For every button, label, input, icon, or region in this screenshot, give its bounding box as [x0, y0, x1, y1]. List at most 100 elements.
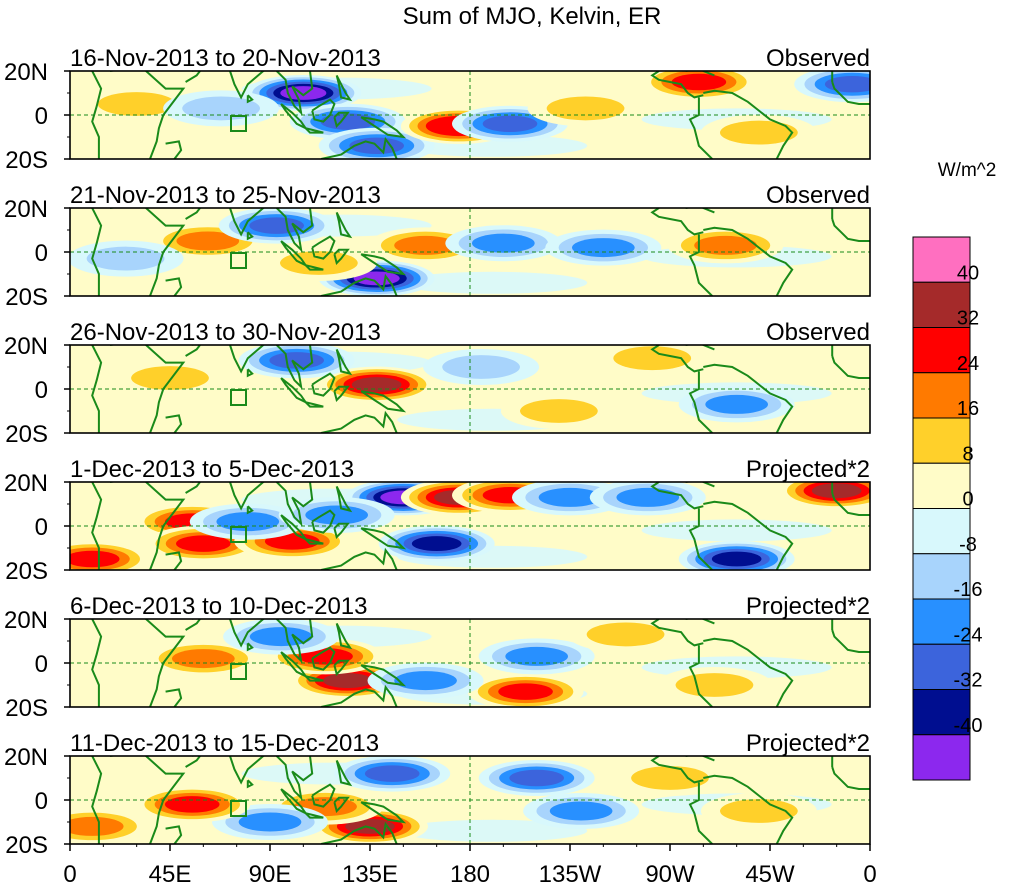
- contour-level: [631, 766, 709, 790]
- coastline: [335, 485, 353, 513]
- anomaly-blob: [445, 225, 562, 262]
- coastline: [110, 345, 186, 433]
- coastline: [227, 482, 267, 511]
- colorbar-level-label: 32: [957, 308, 979, 330]
- coastline: [685, 208, 715, 214]
- contour-level: [586, 622, 665, 647]
- coastline: [227, 345, 267, 374]
- coastline: [360, 527, 407, 550]
- coastline: [831, 81, 870, 105]
- coastline: [275, 71, 314, 116]
- anomaly-blob: [278, 497, 395, 533]
- reference-box: [230, 800, 247, 817]
- coastline: [320, 136, 398, 159]
- x-tick-label: 45W: [745, 861, 795, 888]
- coastline: [320, 273, 398, 296]
- coastline: [91, 756, 103, 844]
- anomaly-blob: [334, 756, 451, 792]
- coastlines: [91, 71, 870, 159]
- y-tick-label: 20N: [4, 196, 48, 223]
- anomaly-blob: [794, 71, 870, 103]
- reference-box: [230, 252, 247, 269]
- coastline: [227, 619, 267, 648]
- reference-box: [230, 663, 247, 680]
- contour-level: [616, 487, 680, 507]
- anomaly-blob: [612, 760, 728, 796]
- x-tick-label: 45E: [149, 861, 192, 888]
- coastline: [110, 208, 186, 296]
- coastline: [275, 345, 314, 390]
- coastline: [246, 368, 254, 378]
- anomaly-blob: [189, 503, 306, 540]
- coastline: [650, 71, 704, 99]
- coastline: [165, 688, 183, 707]
- coastline: [185, 71, 202, 83]
- coastline: [246, 642, 254, 652]
- y-tick-label: 20S: [5, 284, 48, 311]
- coastline: [246, 231, 254, 241]
- map-panel: 20N 0 20S 26-Nov-2013 to 30-Nov-2013 Observe…: [4, 319, 871, 448]
- coastlines: [91, 345, 870, 433]
- contour-level: [572, 238, 635, 258]
- contour-level: [613, 346, 692, 371]
- coastline: [165, 825, 183, 844]
- coastline: [320, 684, 398, 707]
- coastline: [831, 766, 870, 790]
- coastline: [335, 74, 353, 102]
- contour-level: [351, 377, 402, 393]
- contour-level: [811, 483, 862, 499]
- contour-level: [549, 801, 613, 821]
- coastline: [91, 345, 103, 433]
- contour-level: [131, 366, 209, 390]
- coastline: [110, 482, 186, 570]
- y-tick-label: 20N: [4, 333, 48, 360]
- coastline: [185, 619, 202, 631]
- contour-level: [322, 673, 373, 689]
- contour-level: [442, 355, 520, 379]
- contour-level: [216, 512, 280, 532]
- coastline: [311, 235, 336, 260]
- contour-level: [264, 533, 320, 550]
- x-tick-label: 90W: [645, 861, 695, 888]
- contour-level: [70, 550, 120, 568]
- coastline: [831, 355, 870, 379]
- coastline: [311, 98, 336, 123]
- colorbar-level-label: 16: [957, 398, 979, 420]
- coastline: [165, 551, 183, 570]
- contour-level: [705, 394, 769, 414]
- coastline: [311, 646, 336, 671]
- panel-period-label: 21-Nov-2013 to 25-Nov-2013: [70, 182, 381, 209]
- anomaly-field: [70, 756, 832, 844]
- anomaly-blob: [545, 229, 662, 266]
- colorbar-swatch: [912, 372, 971, 419]
- coastline: [91, 208, 103, 296]
- coastline: [685, 482, 715, 488]
- panel-period-label: 26-Nov-2013 to 30-Nov-2013: [70, 319, 381, 346]
- coastline: [360, 390, 407, 413]
- contour-level: [182, 96, 260, 121]
- coastline: [246, 94, 254, 104]
- contour-level: [394, 671, 457, 691]
- y-tick-label: 20N: [4, 744, 48, 771]
- anomaly-blob: [567, 619, 684, 653]
- coastline: [165, 277, 183, 296]
- coastline: [360, 664, 407, 687]
- contour-level: [269, 352, 324, 369]
- panel-type-label: Projected*2: [746, 593, 870, 620]
- coastline: [335, 622, 353, 650]
- anomaly-blob: [594, 345, 711, 377]
- anomaly-blob: [70, 808, 151, 844]
- coastline: [685, 345, 715, 351]
- coastline: [650, 208, 704, 236]
- anomaly-blob: [318, 366, 435, 403]
- anomaly-field: [70, 482, 870, 570]
- coastlines: [91, 482, 870, 570]
- coastline: [650, 619, 704, 647]
- coastline: [685, 71, 715, 77]
- coastline: [91, 482, 103, 570]
- coastline: [246, 505, 254, 515]
- anomaly-blob: [678, 386, 795, 423]
- y-tick-label: 20S: [5, 558, 48, 585]
- y-tick-label: 0: [35, 240, 48, 267]
- map-panel: 20N 0 20S 21-Nov-2013 to 25-Nov-2013 Observe…: [4, 182, 871, 311]
